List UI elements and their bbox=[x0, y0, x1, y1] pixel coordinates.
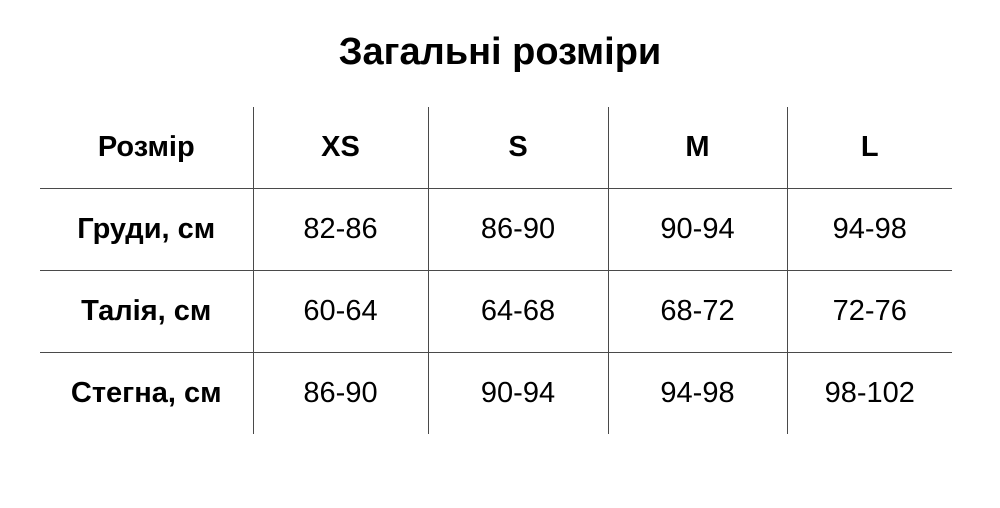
cell-waist-xs: 60-64 bbox=[253, 270, 429, 353]
table-row-chest: Груди, см 82-86 86-90 90-94 94-98 bbox=[40, 188, 952, 271]
cell-chest-xs: 82-86 bbox=[253, 188, 429, 271]
column-header-xs: XS bbox=[253, 107, 429, 189]
row-label-chest: Груди, см bbox=[40, 188, 254, 271]
column-header-size: Розмір bbox=[40, 107, 254, 189]
cell-chest-m: 90-94 bbox=[608, 188, 788, 271]
row-label-hips: Стегна, см bbox=[40, 352, 254, 434]
page-title: Загальні розміри bbox=[338, 31, 662, 73]
column-header-m: M bbox=[608, 107, 788, 189]
cell-waist-s: 64-68 bbox=[428, 270, 609, 353]
cell-hips-l: 98-102 bbox=[824, 377, 915, 409]
cell-hips-s: 90-94 bbox=[428, 352, 609, 434]
cell-hips-m: 94-98 bbox=[608, 352, 788, 434]
row-label-waist: Талія, см bbox=[40, 270, 254, 353]
cell-chest-l: 94-98 bbox=[832, 213, 907, 245]
cell-hips-xs: 86-90 bbox=[253, 352, 429, 434]
table-row-hips: Стегна, см 86-90 90-94 94-98 98-102 bbox=[40, 352, 952, 434]
header-row: Розмір XS S M L bbox=[40, 107, 952, 189]
cell-waist-m: 68-72 bbox=[608, 270, 788, 353]
cell-chest-s: 86-90 bbox=[428, 188, 609, 271]
column-header-s: S bbox=[428, 107, 609, 189]
cell-waist-l: 72-76 bbox=[832, 295, 907, 327]
size-table: Розмір XS S M L Груди, см 82-86 86-90 90… bbox=[40, 107, 952, 434]
table-row-waist: Талія, см 60-64 64-68 68-72 72-76 bbox=[40, 270, 952, 353]
column-header-l: L bbox=[860, 131, 879, 163]
